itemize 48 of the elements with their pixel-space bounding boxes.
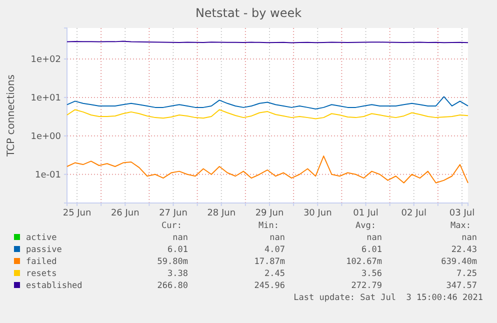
x-tick-label: 28 Jun: [207, 208, 236, 218]
y-tick-label: 1e-01: [35, 170, 61, 180]
text: 6.01: [362, 245, 382, 255]
text: 59.80m: [157, 257, 188, 267]
line-series: [66, 109, 468, 120]
legend-label: passive: [26, 245, 62, 255]
chart-title: Netstat - by week: [195, 6, 302, 20]
x-tick-label: 30 Jun: [303, 208, 332, 218]
text: nan: [462, 233, 477, 243]
text: Avg:: [356, 221, 376, 231]
x-tick-label: 27 Jun: [159, 208, 188, 218]
x-tick-label: 26 Jun: [110, 208, 140, 218]
text: 17.87m: [254, 257, 285, 267]
y-axis-title: TCP connections: [6, 74, 17, 158]
text: 6.01: [168, 245, 188, 255]
x-tick-label: 01 Jul: [353, 208, 378, 218]
text: 3.56: [362, 269, 382, 279]
x-tick-label: 25 Jun: [62, 208, 92, 218]
x-tick-label: 03 Jul: [449, 208, 475, 218]
text: 22.43: [451, 245, 477, 255]
legend-label: established: [26, 281, 82, 291]
text: 272.79: [351, 281, 382, 291]
line-series: [66, 156, 468, 184]
text: Cur:: [162, 221, 182, 231]
text: nan: [270, 233, 285, 243]
line-series: [66, 96, 468, 110]
legend-label: active: [26, 233, 57, 243]
text: 2.45: [264, 269, 285, 279]
legend-label: resets: [26, 269, 57, 279]
text: 266.80: [157, 281, 188, 291]
y-tick-label: 1e+01: [30, 93, 61, 104]
text: nan: [366, 233, 382, 243]
x-tick-label: 29 Jun: [255, 208, 284, 218]
y-tick-label: 1e+00: [30, 132, 62, 142]
y-tick-label: 1e+02: [30, 54, 61, 65]
legend-label: failed: [26, 257, 57, 267]
text: 4.07: [264, 245, 285, 255]
text: 347.57: [446, 281, 477, 291]
text: 3.38: [168, 269, 188, 279]
text: Max:: [450, 221, 471, 231]
x-tick-label: 02 Jul: [401, 208, 426, 218]
text: 102.67m: [346, 257, 382, 267]
text: 639.40m: [441, 257, 477, 267]
text: nan: [172, 233, 188, 243]
text: 7.25: [456, 269, 477, 279]
text: Last update: Sat Jul 3 15:00:46 2021: [294, 293, 483, 303]
text: 245.96: [254, 281, 285, 291]
text: Min:: [258, 221, 279, 231]
